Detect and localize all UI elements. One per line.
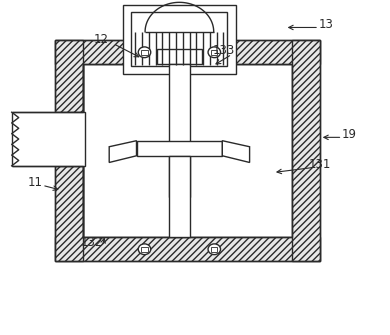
Circle shape: [208, 244, 221, 255]
Bar: [141, 247, 147, 252]
Bar: [55, 40, 320, 64]
Text: 131: 131: [308, 158, 331, 171]
Circle shape: [208, 47, 221, 58]
Bar: [55, 237, 320, 261]
Bar: [55, 166, 83, 261]
Text: 132: 132: [80, 237, 103, 249]
Bar: [168, 156, 190, 237]
Circle shape: [138, 244, 151, 255]
Bar: [157, 49, 202, 64]
Polygon shape: [222, 141, 250, 162]
Bar: [131, 12, 227, 66]
Bar: [168, 64, 190, 197]
Bar: [12, 112, 85, 166]
Bar: [292, 40, 320, 261]
Text: 13: 13: [318, 18, 333, 30]
Bar: [211, 50, 218, 55]
Text: 133: 133: [213, 45, 236, 57]
Bar: [141, 50, 147, 55]
Bar: [211, 247, 218, 252]
Text: 19: 19: [342, 128, 356, 140]
Bar: [83, 64, 292, 237]
Text: 12: 12: [94, 33, 109, 46]
Circle shape: [138, 47, 151, 58]
Bar: [136, 141, 222, 156]
Bar: [123, 5, 236, 74]
Text: 11: 11: [28, 176, 43, 189]
Bar: [55, 40, 83, 112]
Polygon shape: [109, 141, 136, 162]
